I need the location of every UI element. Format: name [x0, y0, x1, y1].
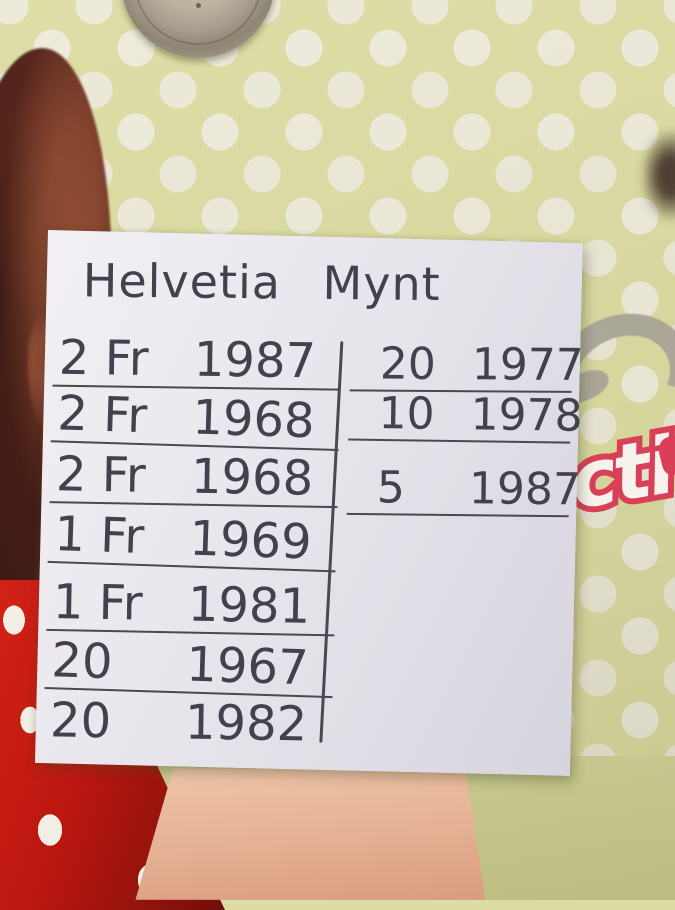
amount-cell: 1 Fr [52, 573, 144, 632]
note-title: Helvetia Mynt [82, 253, 441, 312]
year-cell: 1987 [468, 463, 582, 516]
table-row: 2 Fr 1968 [50, 384, 341, 452]
table-row: 20 1967 [44, 629, 335, 699]
amount-cell: 2 Fr [58, 329, 149, 387]
table-row: 20 1977 [349, 338, 584, 393]
amount-cell: 1 Fr [53, 506, 146, 566]
handwritten-note: Helvetia Mynt 2 Fr 1987 2 Fr 1968 2 Fr 1… [34, 230, 584, 776]
table-row: 2 Fr 1987 [52, 329, 342, 391]
amount-cell: 20 [379, 338, 436, 390]
year-cell: 1967 [185, 636, 310, 697]
table-row: 1 Fr 1969 [47, 500, 338, 573]
year-cell: 1978 [470, 389, 583, 442]
note-right-column: 20 1977 10 1978 5 1987 [346, 337, 584, 518]
amount-cell: 10 [378, 387, 435, 440]
amount-cell: 20 [49, 692, 112, 750]
table-row: 5 1987 [346, 440, 581, 518]
year-cell: 1968 [190, 448, 314, 507]
table-row: 2 Fr 1968 [49, 444, 339, 509]
year-cell: 1969 [188, 510, 313, 571]
year-cell: 1968 [191, 389, 316, 450]
magazine-photo-arm [135, 768, 485, 900]
year-cell: 1987 [193, 331, 317, 390]
table-row: 1 Fr 1981 [46, 564, 336, 637]
amount-cell: 5 [376, 462, 406, 514]
table-row: 10 1978 [348, 387, 583, 444]
year-cell: 1982 [184, 694, 308, 753]
amount-cell: 20 [50, 632, 114, 691]
year-cell: 1981 [187, 576, 311, 635]
amount-cell: 2 Fr [56, 385, 148, 445]
note-left-column: 2 Fr 1987 2 Fr 1968 2 Fr 1968 1 Fr 1969 … [43, 328, 342, 753]
year-cell: 1977 [471, 339, 584, 391]
amount-cell: 2 Fr [55, 446, 147, 504]
table-row: 20 1982 [44, 691, 333, 752]
